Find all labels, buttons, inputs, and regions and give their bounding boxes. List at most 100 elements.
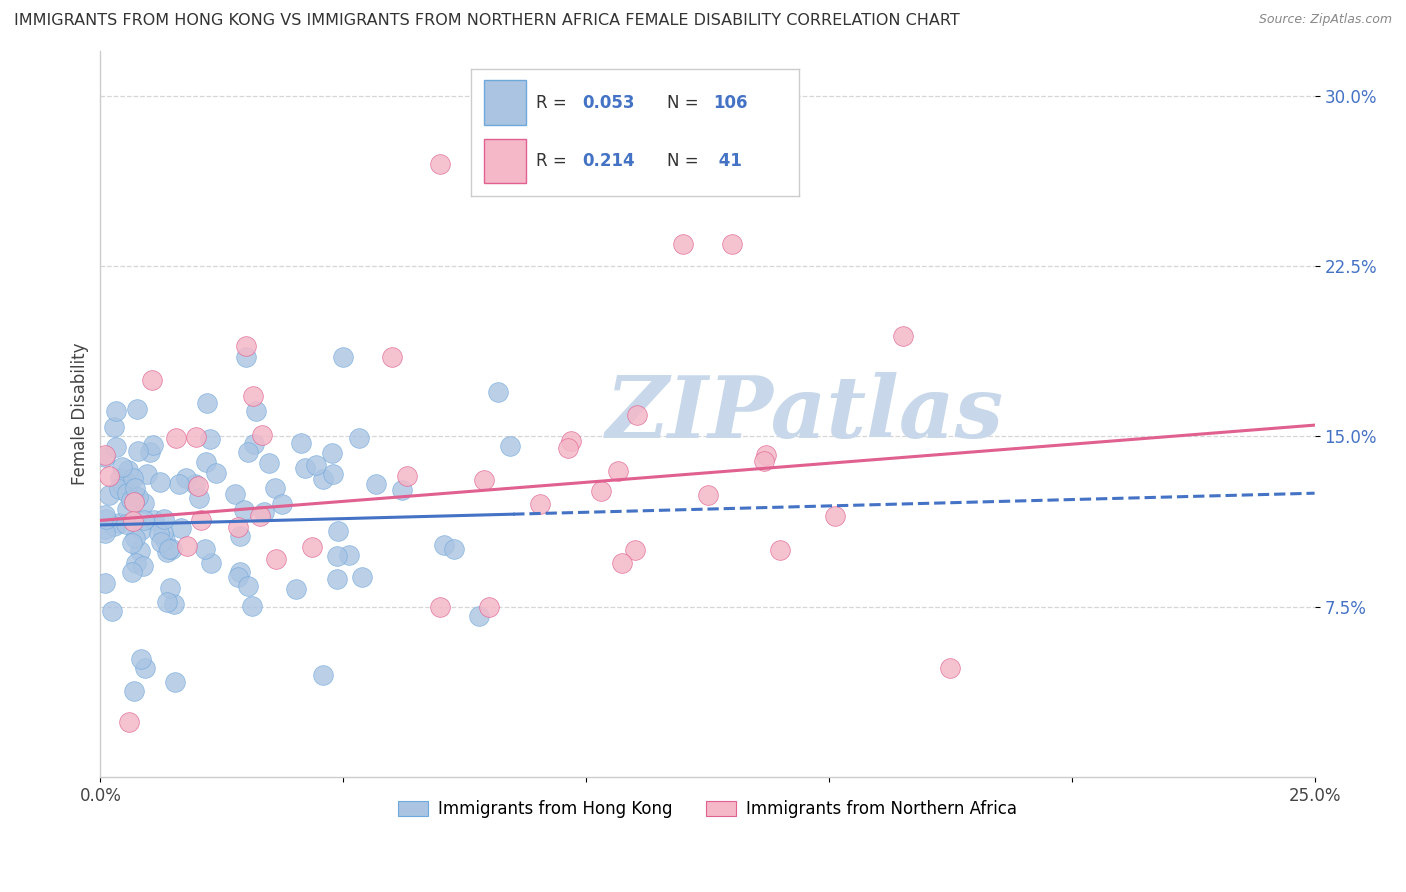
Point bbox=[235, 350, 257, 364]
Point bbox=[94, 448, 117, 462]
Point bbox=[626, 408, 648, 422]
Point bbox=[301, 540, 323, 554]
Point bbox=[332, 350, 354, 364]
Point bbox=[150, 535, 173, 549]
Point bbox=[350, 570, 373, 584]
Point bbox=[121, 470, 143, 484]
Point bbox=[149, 475, 172, 489]
Point bbox=[153, 533, 176, 547]
Point bbox=[486, 385, 509, 400]
Point bbox=[165, 431, 187, 445]
Point bbox=[236, 445, 259, 459]
Point bbox=[142, 513, 165, 527]
Point bbox=[122, 494, 145, 508]
Point bbox=[108, 482, 131, 496]
Point bbox=[104, 404, 127, 418]
Point bbox=[141, 373, 163, 387]
Point bbox=[205, 466, 228, 480]
Point bbox=[589, 483, 612, 498]
Point bbox=[328, 524, 350, 538]
Point bbox=[117, 463, 139, 477]
Point bbox=[135, 467, 157, 481]
Point bbox=[253, 505, 276, 519]
Point bbox=[824, 508, 846, 523]
Point bbox=[396, 468, 419, 483]
Point bbox=[142, 438, 165, 452]
Point bbox=[606, 464, 628, 478]
Point bbox=[174, 471, 197, 485]
Point bbox=[284, 582, 307, 597]
Point bbox=[245, 404, 267, 418]
Point bbox=[235, 339, 257, 353]
Point bbox=[529, 497, 551, 511]
Point bbox=[443, 541, 465, 556]
Point bbox=[117, 476, 139, 491]
Y-axis label: Female Disability: Female Disability bbox=[72, 343, 89, 485]
Point bbox=[720, 236, 742, 251]
Point bbox=[184, 477, 207, 491]
Point bbox=[134, 661, 156, 675]
Point bbox=[312, 472, 335, 486]
Point bbox=[153, 511, 176, 525]
Point bbox=[159, 581, 181, 595]
Point bbox=[103, 420, 125, 434]
Point bbox=[129, 523, 152, 537]
Point bbox=[200, 432, 222, 446]
Point bbox=[433, 538, 456, 552]
Point bbox=[165, 674, 187, 689]
Point bbox=[128, 543, 150, 558]
Point bbox=[312, 667, 335, 681]
Point bbox=[391, 483, 413, 497]
Point bbox=[94, 525, 117, 540]
Point bbox=[381, 350, 404, 364]
Point bbox=[121, 536, 143, 550]
Point bbox=[129, 652, 152, 666]
Point bbox=[560, 434, 582, 449]
Point bbox=[127, 402, 149, 417]
Point bbox=[250, 428, 273, 442]
Point bbox=[157, 542, 180, 557]
Point bbox=[127, 491, 149, 505]
Point bbox=[891, 329, 914, 343]
Point bbox=[122, 683, 145, 698]
Point bbox=[224, 487, 246, 501]
Point bbox=[326, 572, 349, 586]
Point bbox=[240, 599, 263, 613]
Point bbox=[195, 396, 218, 410]
Point bbox=[94, 508, 117, 522]
Point bbox=[125, 556, 148, 570]
Point bbox=[623, 543, 645, 558]
Point bbox=[229, 528, 252, 542]
Point bbox=[94, 512, 117, 526]
Point bbox=[94, 576, 117, 591]
Point bbox=[242, 389, 264, 403]
Point bbox=[326, 549, 349, 563]
Point bbox=[187, 491, 209, 506]
Point bbox=[108, 471, 131, 485]
Point bbox=[266, 552, 288, 566]
Point bbox=[127, 444, 149, 458]
Point bbox=[468, 609, 491, 624]
Point bbox=[305, 458, 328, 472]
Point bbox=[104, 440, 127, 454]
Text: IMMIGRANTS FROM HONG KONG VS IMMIGRANTS FROM NORTHERN AFRICA FEMALE DISABILITY C: IMMIGRANTS FROM HONG KONG VS IMMIGRANTS … bbox=[14, 13, 960, 29]
Point bbox=[98, 469, 121, 483]
Point bbox=[97, 487, 120, 501]
Point bbox=[132, 496, 155, 510]
Point bbox=[259, 456, 281, 470]
Point bbox=[294, 461, 316, 475]
Point bbox=[156, 544, 179, 558]
Point bbox=[769, 543, 792, 558]
Point bbox=[321, 445, 343, 459]
Point bbox=[610, 556, 633, 570]
Point bbox=[120, 492, 142, 507]
Point bbox=[186, 429, 208, 443]
Point bbox=[243, 437, 266, 451]
Point bbox=[264, 481, 287, 495]
Point bbox=[672, 236, 695, 251]
Point bbox=[103, 518, 125, 533]
Point bbox=[118, 714, 141, 729]
Point bbox=[939, 661, 962, 675]
Point bbox=[94, 450, 117, 465]
Point bbox=[124, 531, 146, 545]
